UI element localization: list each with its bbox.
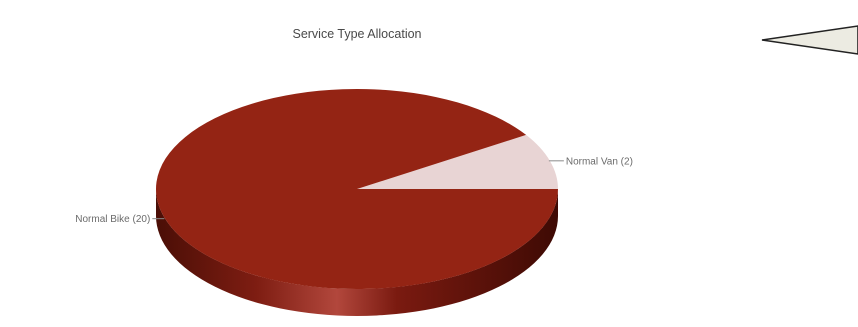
slice-labels: Normal Van (2) Normal Bike (20)	[75, 156, 633, 225]
pie-group	[155, 88, 559, 316]
slice-label-normal-van: Normal Van (2)	[566, 156, 633, 167]
pie-slice-normal-van[interactable]	[357, 134, 558, 189]
slice-label-normal-bike: Normal Bike (20)	[75, 214, 150, 225]
tooltip-pointer	[761, 25, 858, 55]
pie-slice-normal-bike[interactable]	[155, 88, 559, 289]
pie-side-wall	[156, 189, 558, 316]
chart-title: Service Type Allocation	[292, 27, 421, 41]
